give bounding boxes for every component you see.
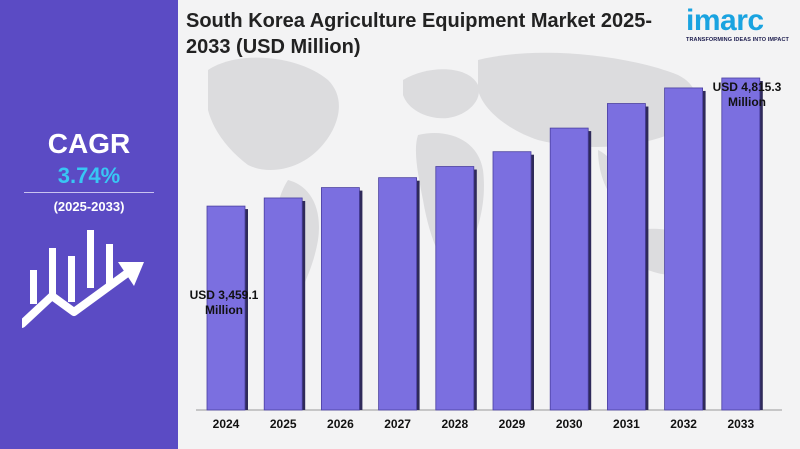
bar-2024 — [206, 205, 246, 411]
logo-tagline: TRANSFORMING IDEAS INTO IMPACT — [686, 37, 790, 43]
first-callout-line2: Million — [205, 303, 243, 317]
x-tick-label: 2029 — [499, 417, 526, 431]
bar-2025 — [263, 197, 303, 411]
bar-2032 — [664, 87, 703, 411]
bar-2033 — [721, 77, 761, 411]
last-callout-line1: USD 4,815.3 — [712, 80, 782, 94]
bar-2029 — [492, 151, 532, 411]
bar-2028 — [435, 166, 475, 411]
logo-wordmark: imarc — [686, 4, 764, 37]
x-tick-label: 2031 — [613, 417, 640, 431]
cagr-label: CAGR — [47, 128, 131, 159]
cagr-value: 3.74% — [57, 163, 121, 188]
x-tick-label: 2027 — [384, 417, 411, 431]
imarc-logo: imarc TRANSFORMING IDEAS INTO IMPACT — [686, 4, 794, 44]
x-tick-label: 2026 — [327, 417, 354, 431]
cagr-panel — [0, 0, 178, 449]
bar-2031 — [607, 103, 646, 411]
first-callout-line1: USD 3,459.1 — [189, 288, 259, 302]
x-tick-label: 2024 — [213, 417, 240, 431]
bar-2030 — [549, 127, 589, 411]
growth-chart-icon — [22, 230, 144, 328]
bar-2027 — [378, 177, 418, 411]
x-tick-label: 2033 — [727, 417, 754, 431]
last-value-callout: USD 4,815.3 Million — [700, 80, 794, 110]
cagr-period: (2025-2033) — [53, 199, 125, 214]
x-tick-label: 2025 — [270, 417, 297, 431]
cagr-divider — [24, 192, 154, 193]
x-tick-label: 2032 — [670, 417, 697, 431]
chart-title: South Korea Agriculture Equipment Market… — [186, 10, 653, 58]
x-tick-label: 2030 — [556, 417, 583, 431]
first-value-callout: USD 3,459.1 Million — [180, 288, 268, 318]
x-tick-label: 2028 — [441, 417, 468, 431]
bar-2026 — [320, 187, 360, 411]
last-callout-line2: Million — [728, 95, 766, 109]
